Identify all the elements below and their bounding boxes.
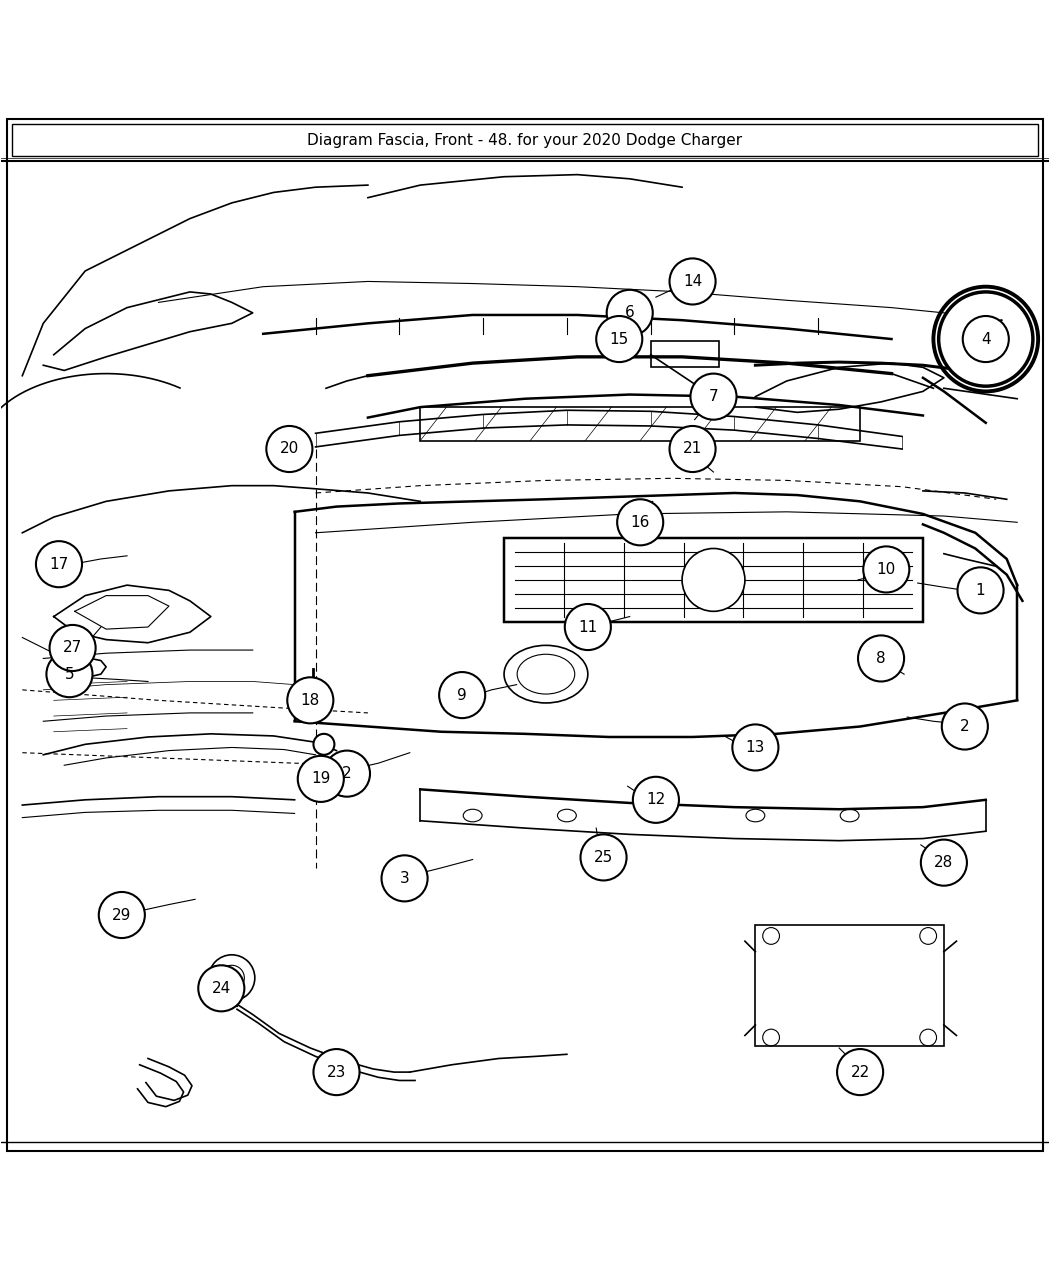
Circle shape — [267, 426, 313, 472]
Text: 3: 3 — [400, 871, 410, 886]
Text: 4: 4 — [981, 332, 990, 347]
Text: 15: 15 — [610, 332, 629, 347]
Circle shape — [596, 316, 643, 362]
Text: 8: 8 — [877, 652, 886, 666]
Circle shape — [581, 834, 627, 881]
Text: 2: 2 — [342, 766, 352, 782]
Text: 29: 29 — [112, 908, 131, 923]
Circle shape — [682, 548, 744, 611]
Text: 27: 27 — [63, 640, 82, 655]
Text: 2: 2 — [960, 719, 969, 734]
Text: 24: 24 — [212, 980, 231, 996]
Text: 11: 11 — [579, 620, 597, 635]
Circle shape — [670, 426, 716, 472]
Circle shape — [288, 677, 333, 723]
Circle shape — [963, 316, 1009, 362]
Circle shape — [732, 724, 778, 770]
FancyBboxPatch shape — [12, 125, 1038, 156]
Circle shape — [837, 1049, 883, 1095]
Circle shape — [617, 500, 664, 546]
Circle shape — [36, 541, 82, 588]
Circle shape — [198, 965, 245, 1011]
Text: 5: 5 — [65, 667, 75, 682]
Text: Diagram Fascia, Front - 48. for your 2020 Dodge Charger: Diagram Fascia, Front - 48. for your 202… — [308, 133, 742, 148]
Circle shape — [939, 292, 1033, 386]
Bar — [755, 926, 944, 1046]
Bar — [651, 342, 719, 367]
Text: 7: 7 — [709, 389, 718, 404]
Circle shape — [314, 734, 334, 755]
Text: 23: 23 — [327, 1065, 346, 1080]
Text: 16: 16 — [630, 515, 650, 530]
Circle shape — [633, 776, 679, 822]
Text: 19: 19 — [311, 771, 331, 787]
Circle shape — [565, 604, 611, 650]
Text: 9: 9 — [458, 687, 467, 703]
Circle shape — [958, 567, 1004, 613]
Bar — [420, 407, 860, 441]
Circle shape — [691, 374, 736, 419]
Text: 22: 22 — [850, 1065, 869, 1080]
Circle shape — [618, 305, 635, 321]
Circle shape — [324, 751, 370, 797]
Text: 12: 12 — [647, 792, 666, 807]
Text: 28: 28 — [934, 856, 953, 870]
Bar — [504, 538, 923, 622]
Text: 14: 14 — [682, 274, 702, 289]
Text: 17: 17 — [49, 557, 68, 571]
Text: 6: 6 — [625, 305, 634, 320]
Circle shape — [99, 892, 145, 938]
Circle shape — [863, 547, 909, 593]
Text: 20: 20 — [279, 441, 299, 456]
Circle shape — [439, 672, 485, 718]
Text: 18: 18 — [300, 692, 320, 708]
Circle shape — [49, 625, 96, 671]
Circle shape — [314, 1049, 359, 1095]
Circle shape — [381, 856, 427, 901]
Circle shape — [298, 756, 343, 802]
Circle shape — [46, 652, 92, 697]
Text: 25: 25 — [594, 850, 613, 864]
Text: 21: 21 — [682, 441, 702, 456]
Circle shape — [942, 704, 988, 750]
Circle shape — [921, 840, 967, 886]
Text: 13: 13 — [746, 740, 765, 755]
Circle shape — [670, 259, 716, 305]
Text: 10: 10 — [877, 562, 896, 576]
Circle shape — [858, 635, 904, 681]
Circle shape — [607, 289, 653, 335]
Text: 1: 1 — [975, 583, 985, 598]
